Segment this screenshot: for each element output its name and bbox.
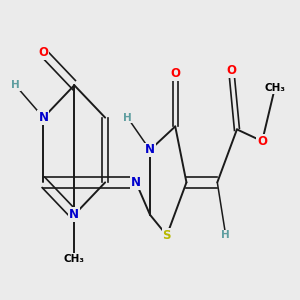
Text: H: H	[221, 230, 230, 240]
Text: S: S	[163, 229, 171, 242]
Text: O: O	[38, 46, 48, 59]
Text: O: O	[170, 67, 180, 80]
Text: N: N	[38, 111, 48, 124]
Text: H: H	[11, 80, 20, 90]
Text: H: H	[123, 112, 132, 123]
Text: N: N	[131, 176, 141, 189]
Text: CH₃: CH₃	[264, 83, 285, 93]
Text: N: N	[69, 208, 79, 221]
Text: CH₃: CH₃	[64, 254, 85, 264]
Text: N: N	[145, 143, 155, 157]
Text: O: O	[257, 135, 267, 148]
Text: O: O	[226, 64, 236, 77]
